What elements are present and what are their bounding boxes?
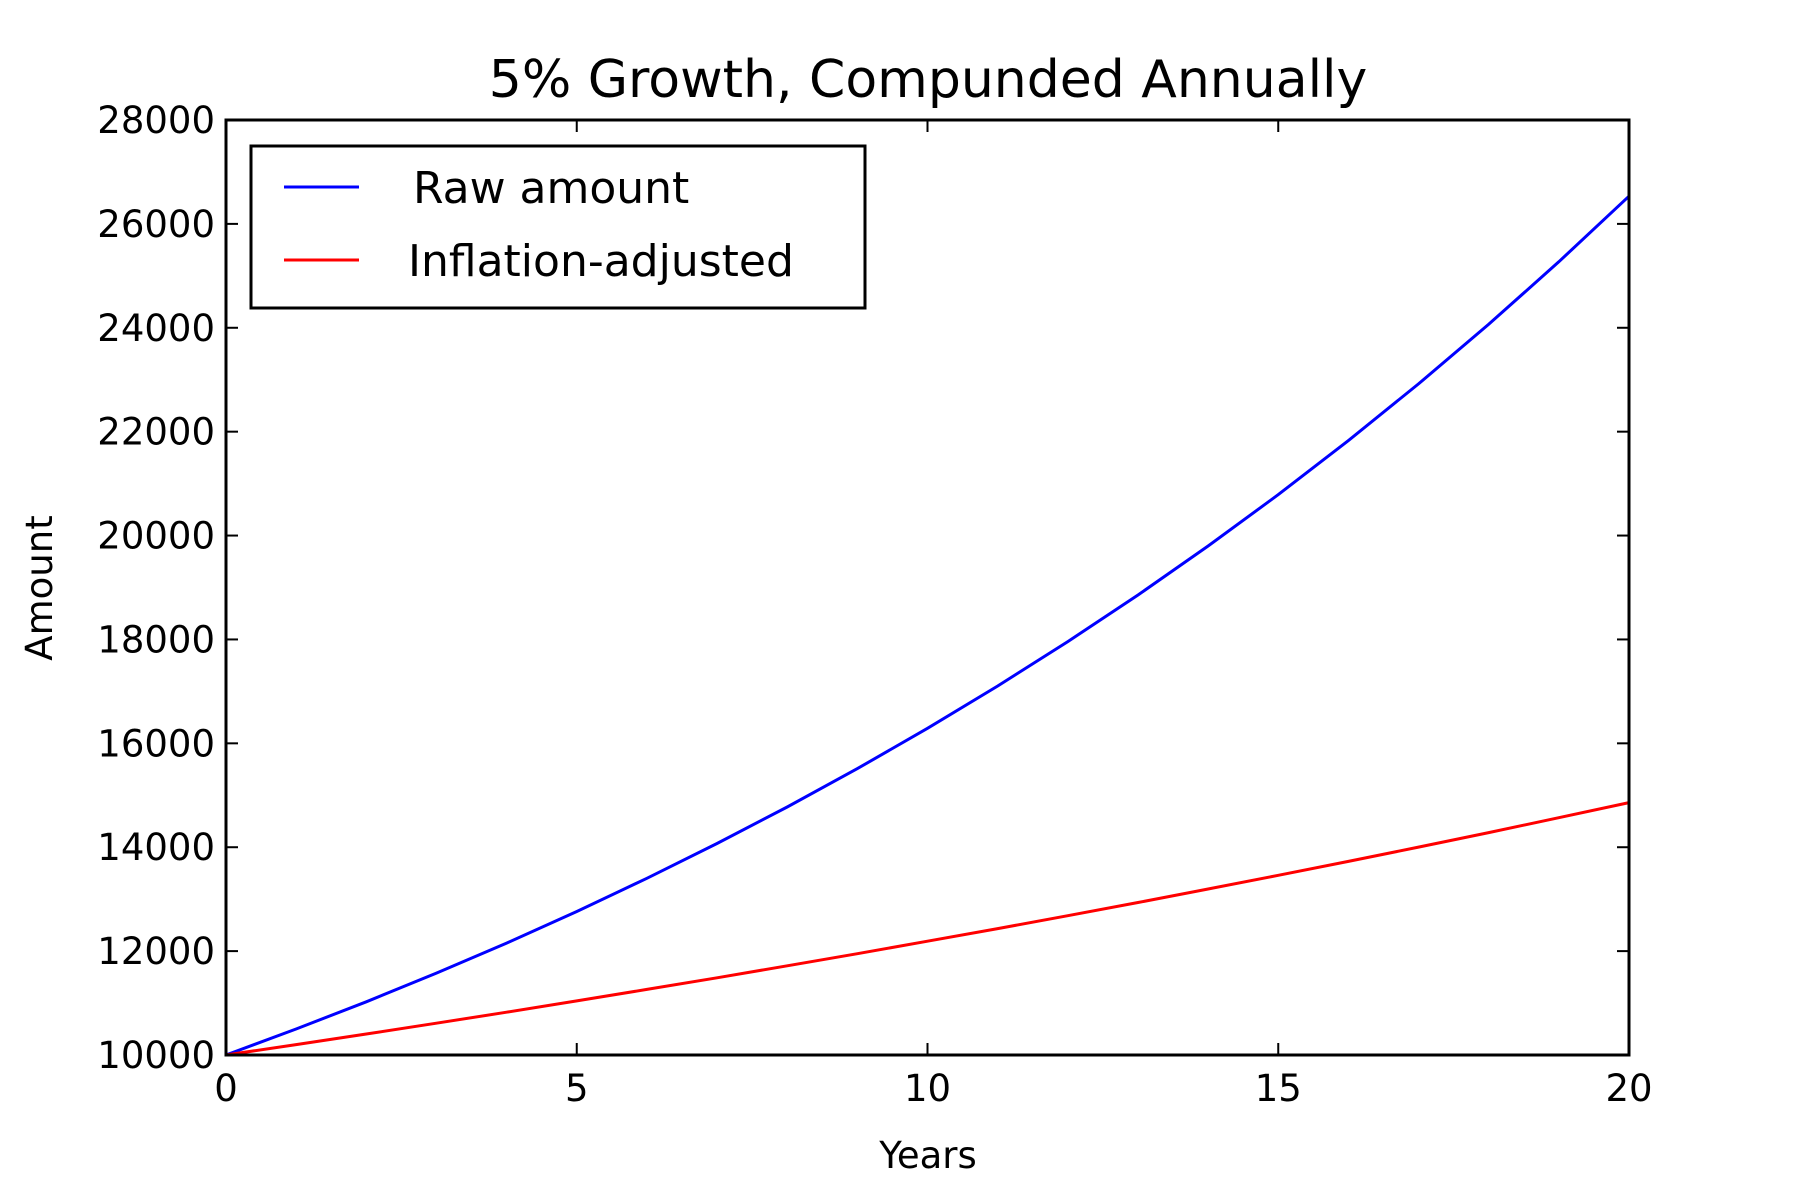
x-tick-label: 15 [1255,1067,1302,1110]
y-tick-label: 14000 [97,826,215,869]
x-tick-label: 20 [1605,1067,1652,1110]
y-tick-label: 24000 [97,307,215,350]
legend-label-inflation-adjusted: Inflation-adjusted [408,236,794,287]
x-tick-label: 0 [214,1067,238,1110]
y-tick-label: 10000 [97,1034,215,1077]
y-tick-label: 20000 [97,515,215,558]
y-tick-label: 18000 [97,618,215,661]
plot-frame [224,118,1631,1057]
legend: Raw amount Inflation-adjusted [249,144,867,310]
x-axis-label: Years [878,1134,977,1177]
legend-box [249,144,867,310]
series-line-inflation-adjusted [225,801,1630,1057]
ticks-layer: 0 5 10 15 20 10000 12000 14000 16000 18000 20000 22… [97,99,1652,1110]
x-tick-label: 5 [565,1067,589,1110]
x-tick-label: 10 [904,1067,951,1110]
y-tick-label: 26000 [97,203,215,246]
y-tick-label: 22000 [97,411,215,454]
legend-label-raw-amount: Raw amount [413,163,689,214]
series-line-raw-amount [225,195,1631,1057]
y-tick-label: 28000 [97,99,215,142]
y-tick-label: 16000 [97,722,215,765]
y-tick-label: 12000 [97,930,215,973]
series-layer [225,195,1631,1057]
chart-title: 5% Growth, Compunded Annually [489,50,1368,110]
y-axis-label: Amount [18,515,61,660]
